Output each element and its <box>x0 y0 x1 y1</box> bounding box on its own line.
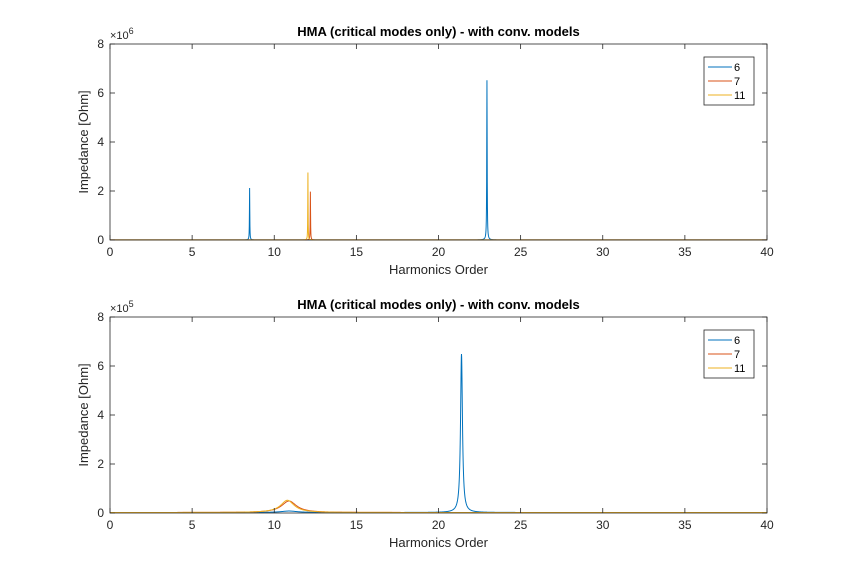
bottom-y-axis-label: Impedance [Ohm] <box>76 363 91 466</box>
bottom-y-tick-label: 8 <box>97 310 104 324</box>
top-y-tick-label: 8 <box>97 37 104 51</box>
top-y-tick-label: 0 <box>97 233 104 247</box>
top-subplot: 0 5 10 15 20 25 30 35 40 0 2 4 6 8 HMA (critical mode… <box>76 24 774 277</box>
top-legend-label-11: 11 <box>734 90 745 102</box>
top-legend-label-6: 6 <box>734 62 740 74</box>
top-legend-label-7: 7 <box>734 76 740 88</box>
top-x-tick-label: 20 <box>432 245 446 259</box>
top-y-tick-label: 6 <box>97 86 104 100</box>
top-y-multiplier: ×106 <box>110 26 134 42</box>
bottom-x-tick-label: 0 <box>107 518 114 532</box>
top-y-axis-label: Impedance [Ohm] <box>76 90 91 193</box>
top-axes-box <box>110 44 767 240</box>
bottom-x-tick-label: 20 <box>432 518 446 532</box>
top-chart-title: HMA (critical modes only) - with conv. m… <box>297 24 579 39</box>
top-x-tick-label: 0 <box>107 245 114 259</box>
top-x-tick-label: 15 <box>350 245 364 259</box>
bottom-legend-label-7: 7 <box>734 349 740 361</box>
top-y-multiplier-exponent: 6 <box>129 26 134 36</box>
bottom-x-tick-label: 10 <box>268 518 282 532</box>
bottom-subplot: 0 5 10 15 20 25 30 35 40 0 2 4 6 8 HMA (critical mode… <box>76 297 774 550</box>
top-x-tick-label: 5 <box>189 245 196 259</box>
bottom-y-multiplier-base: ×10 <box>110 303 129 315</box>
top-x-axis-label: Harmonics Order <box>389 262 489 277</box>
bottom-x-tick-label: 5 <box>189 518 196 532</box>
top-tick-labels: 0 5 10 15 20 25 30 35 40 0 2 4 6 8 <box>97 37 774 259</box>
top-x-tick-label: 25 <box>514 245 528 259</box>
top-x-tick-label: 30 <box>596 245 610 259</box>
top-y-tick-label: 4 <box>97 135 104 149</box>
top-y-tick-label: 2 <box>97 184 104 198</box>
bottom-y-tick-label: 2 <box>97 457 104 471</box>
bottom-y-tick-label: 0 <box>97 506 104 520</box>
bottom-chart-title: HMA (critical modes only) - with conv. m… <box>297 297 579 312</box>
top-x-tick-label: 35 <box>678 245 692 259</box>
bottom-axes-box <box>110 317 767 513</box>
bottom-y-multiplier-exponent: 5 <box>129 299 134 309</box>
bottom-y-tick-label: 4 <box>97 408 104 422</box>
bottom-legend: 6 7 11 <box>703 329 755 379</box>
bottom-x-axis-label: Harmonics Order <box>389 535 489 550</box>
bottom-tick-labels: 0 5 10 15 20 25 30 35 40 0 2 4 6 8 <box>97 310 774 532</box>
top-legend-items: 6 7 11 <box>708 62 745 102</box>
bottom-x-tick-label: 15 <box>350 518 364 532</box>
top-x-tick-label: 10 <box>268 245 282 259</box>
bottom-y-multiplier: ×105 <box>110 299 134 315</box>
bottom-x-tick-label: 40 <box>760 518 774 532</box>
top-x-tick-label: 40 <box>760 245 774 259</box>
bottom-x-tick-label: 30 <box>596 518 610 532</box>
bottom-legend-items: 6 7 11 <box>708 335 745 375</box>
bottom-legend-label-11: 11 <box>734 363 745 375</box>
bottom-x-tick-label: 25 <box>514 518 528 532</box>
bottom-y-tick-label: 6 <box>97 359 104 373</box>
bottom-legend-label-6: 6 <box>734 335 740 347</box>
top-y-multiplier-base: ×10 <box>110 30 129 42</box>
bottom-x-tick-label: 35 <box>678 518 692 532</box>
top-legend: 6 7 11 <box>703 56 755 106</box>
